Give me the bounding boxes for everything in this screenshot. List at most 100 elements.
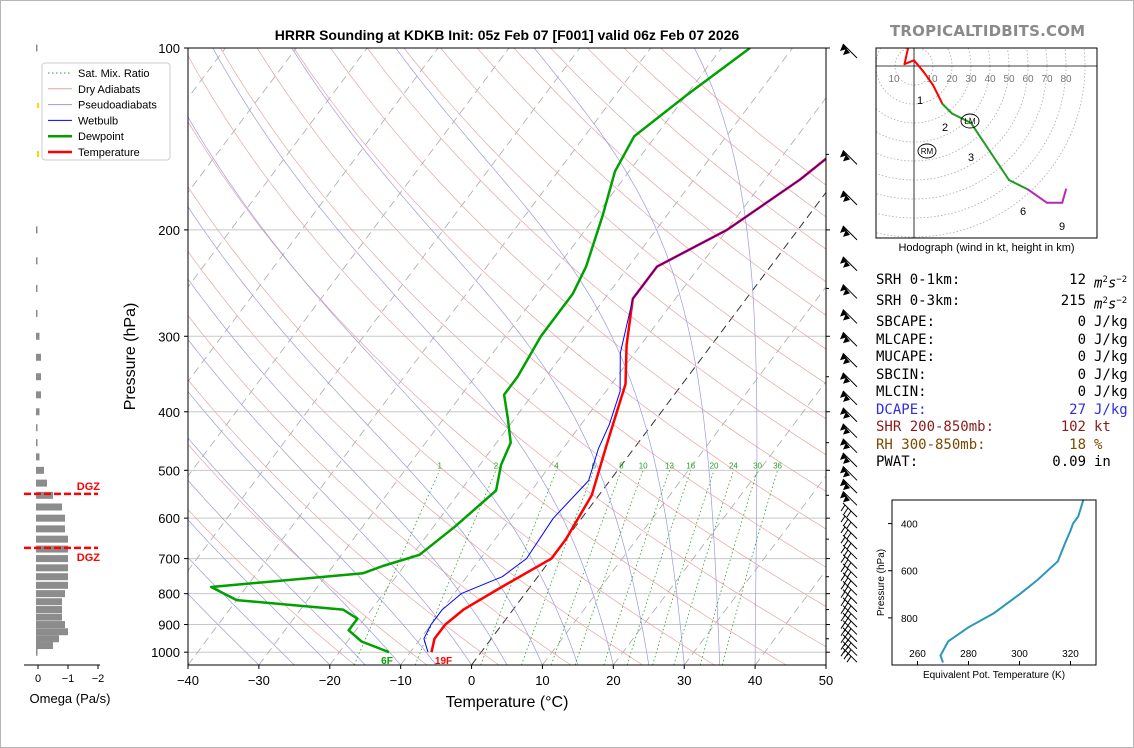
stat-value: 0 (1077, 331, 1086, 348)
omega-bar (36, 373, 41, 381)
dry-adiabat-line (330, 48, 826, 492)
dgz-label: DGZ (77, 481, 101, 493)
wind-barb (840, 372, 858, 388)
stat-row: SBCIN: 0 J/kg (876, 367, 1128, 385)
mixing-ratio-label: 24 (729, 461, 738, 470)
theta-e-y-label: Pressure (hPa) (876, 549, 887, 616)
hodograph-ring-label: 10 (888, 74, 900, 85)
dry-adiabat-line (188, 443, 428, 665)
hodograph-segment (903, 59, 915, 66)
omega-highlight-mark (37, 151, 39, 157)
pseudoadiabat-line (188, 391, 437, 665)
mixing-ratio-label: 30 (753, 461, 762, 470)
series-wetbulb-line (423, 158, 826, 653)
hodograph-frame (875, 47, 1098, 239)
dry-adiabat-line (293, 48, 826, 530)
x-tick-label: 20 (606, 673, 620, 688)
wind-barb (840, 544, 858, 560)
hodograph-segment (922, 70, 934, 86)
wind-barb (840, 502, 858, 518)
storm-motion-label: RM (921, 147, 934, 156)
omega-bar (36, 44, 38, 52)
theta-e-y-tick-label: 600 (901, 567, 918, 578)
omega-bar (36, 648, 38, 656)
isotherm-line (188, 48, 510, 477)
mixing-ratio-label: 2 (494, 461, 499, 470)
omega-bar (36, 439, 38, 447)
omega-axis-label: Omega (Pa/s) (30, 691, 111, 706)
omega-bar (36, 424, 38, 432)
wind-barb (840, 524, 858, 540)
storm-motion-label: LM (964, 117, 975, 126)
y-tick-label: 300 (158, 329, 180, 344)
theta-e-x-tick-label: 260 (909, 649, 926, 660)
omega-bar (36, 479, 47, 487)
dgz-label: DGZ (77, 552, 101, 564)
mixing-ratio-line (414, 470, 497, 665)
omega-bar (36, 628, 68, 636)
mixing-ratio-line (699, 470, 758, 665)
omega-bar (36, 503, 62, 511)
wind-barb (840, 225, 858, 241)
stat-unit: in (1094, 454, 1111, 471)
x-tick-label: −30 (248, 673, 270, 688)
pseudoadiabat-line (188, 519, 331, 665)
stat-row: SBCAPE: 0 J/kg (876, 314, 1128, 332)
isotherm-line (329, 48, 793, 665)
storm-motion-marker (960, 113, 980, 129)
pseudoadiabat-line (188, 593, 260, 665)
wind-barb (840, 331, 858, 347)
hodograph-segment (1061, 188, 1067, 204)
omega-bar (36, 635, 59, 643)
skewt-background-lines (0, 48, 826, 665)
stat-label: PWAT: (876, 454, 919, 471)
omega-tick-label: −1 (62, 673, 75, 685)
stat-value: 0 (1077, 314, 1086, 331)
omega-tick-label: −2 (92, 673, 105, 685)
series-dewpoint-line (209, 48, 751, 654)
omega-bar (36, 226, 38, 234)
stat-label: MLCAPE: (876, 331, 936, 348)
dry-adiabat-line (188, 186, 715, 665)
stat-label: SHR 200-850mb: (876, 419, 995, 436)
isotherm-line (0, 48, 13, 665)
stat-label: DCAPE: (876, 401, 927, 418)
dry-adiabat-line (188, 250, 643, 665)
x-axis-label: Temperature (°C) (446, 694, 569, 711)
omega-bar (36, 573, 68, 581)
surface-dewpoint-label: 6F (381, 656, 393, 667)
legend-label: Dewpoint (78, 131, 124, 143)
hodograph-segment (932, 84, 944, 105)
mixing-ratio-line (521, 470, 595, 665)
omega-bar (36, 391, 41, 399)
wind-barb (840, 150, 858, 165)
hodograph-panel: 10 10 20 30 40 50 60 70 80 1 2 3 6 9 LM RM Hodograph (wi… (875, 47, 1098, 254)
dry-adiabat-line (188, 314, 571, 665)
dry-adiabat-line (366, 48, 826, 456)
omega-bar (36, 491, 53, 499)
omega-bar (36, 514, 65, 522)
wind-barb (840, 407, 858, 423)
stat-label: SBCIN: (876, 366, 927, 383)
dry-adiabat-line (188, 121, 787, 665)
pseudoadiabat-line (694, 48, 758, 665)
y-tick-label: 700 (158, 552, 180, 567)
hodograph-ring-label: 30 (965, 74, 977, 85)
x-tick-label: 10 (535, 673, 549, 688)
stat-unit: J/kg (1094, 314, 1128, 331)
dry-adiabat-line (188, 379, 500, 665)
legend-label: Temperature (78, 147, 140, 159)
x-tick-label: −10 (390, 673, 412, 688)
mixing-ratio-line (673, 470, 734, 665)
hodograph-ring-label: 80 (1060, 74, 1072, 85)
omega-bar (36, 525, 65, 533)
omega-bar (36, 408, 40, 416)
omega-bar (36, 613, 62, 621)
mixing-ratio-label: 1 (437, 461, 442, 470)
mixing-ratio-label: 4 (554, 461, 559, 470)
x-tick-label: 40 (748, 673, 762, 688)
stat-row: MLCIN: 0 J/kg (876, 384, 1128, 402)
y-tick-label: 100 (158, 41, 180, 56)
dry-adiabat-line (188, 509, 356, 665)
